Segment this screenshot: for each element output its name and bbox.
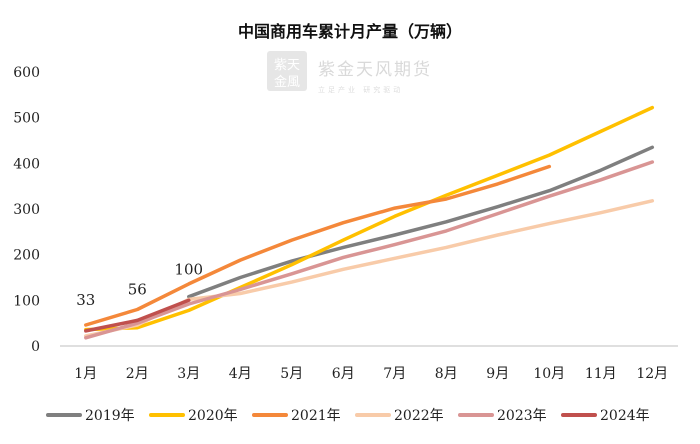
x-tick-label: 12月 <box>636 366 668 382</box>
watermark-company: 紫金天风期货 <box>318 60 432 80</box>
y-tick-label: 100 <box>13 293 40 309</box>
legend-label: 2021年 <box>291 408 341 424</box>
y-tick-label: 0 <box>31 339 40 355</box>
x-tick-label: 5月 <box>280 366 303 382</box>
y-tick-label: 500 <box>13 111 40 127</box>
x-tick-label: 4月 <box>229 366 252 382</box>
x-tick-label: 10月 <box>533 366 565 382</box>
data-label: 33 <box>76 291 95 309</box>
y-tick-label: 600 <box>13 65 40 81</box>
x-tick-label: 7月 <box>383 366 406 382</box>
legend-label: 2019年 <box>85 408 135 424</box>
data-label: 56 <box>128 280 147 298</box>
watermark-slogan: 立足产业 研究驱动 <box>318 85 403 94</box>
legend-label: 2024年 <box>600 408 650 424</box>
axes: 0 100 200 300 400 500 600 1月 2月 3月 4月 5月 6月 7月 8月 9月 10月… <box>13 65 678 382</box>
legend-item: 2021年 <box>252 408 341 424</box>
legend-item: 2024年 <box>561 408 650 424</box>
legend-item: 2020年 <box>149 408 238 424</box>
x-tick-label: 1月 <box>74 366 97 382</box>
legend-item: 2022年 <box>355 408 444 424</box>
data-label: 100 <box>174 260 203 278</box>
watermark: 紫天 金風 紫金天风期货 立足产业 研究驱动 <box>267 51 432 94</box>
x-tick-label: 8月 <box>435 366 458 382</box>
y-tick-label: 400 <box>13 156 40 172</box>
series-line-1 <box>84 105 655 332</box>
watermark-logo-text-bottom: 金風 <box>274 74 300 90</box>
series-line-4 <box>84 160 655 340</box>
series-line-2 <box>84 164 552 327</box>
series-line-5 <box>84 298 191 333</box>
x-tick-label: 11月 <box>585 366 617 382</box>
x-tick-label: 2月 <box>126 366 149 382</box>
legend-item: 2019年 <box>46 408 135 424</box>
legend-label: 2022年 <box>394 408 444 424</box>
series-line-0 <box>187 145 655 299</box>
x-tick-label: 9月 <box>486 366 509 382</box>
legend-item: 2023年 <box>458 408 547 424</box>
legend-label: 2023年 <box>497 408 547 424</box>
y-tick-label: 200 <box>13 248 40 264</box>
watermark-logo: 紫天 金風 <box>267 51 307 91</box>
legend: 2019年 2020年 2021年 2022年 2023年 2024年 <box>46 408 650 424</box>
chart-title: 中国商用车累计月产量（万辆） <box>238 22 462 41</box>
legend-label: 2020年 <box>188 408 238 424</box>
data-labels: 33 56 100 <box>76 260 203 309</box>
series-lines <box>84 105 655 340</box>
watermark-logo-text-top: 紫天 <box>274 58 300 73</box>
y-tick-label: 300 <box>13 202 40 218</box>
x-tick-label: 6月 <box>332 366 355 382</box>
x-tick-label: 3月 <box>177 366 200 382</box>
